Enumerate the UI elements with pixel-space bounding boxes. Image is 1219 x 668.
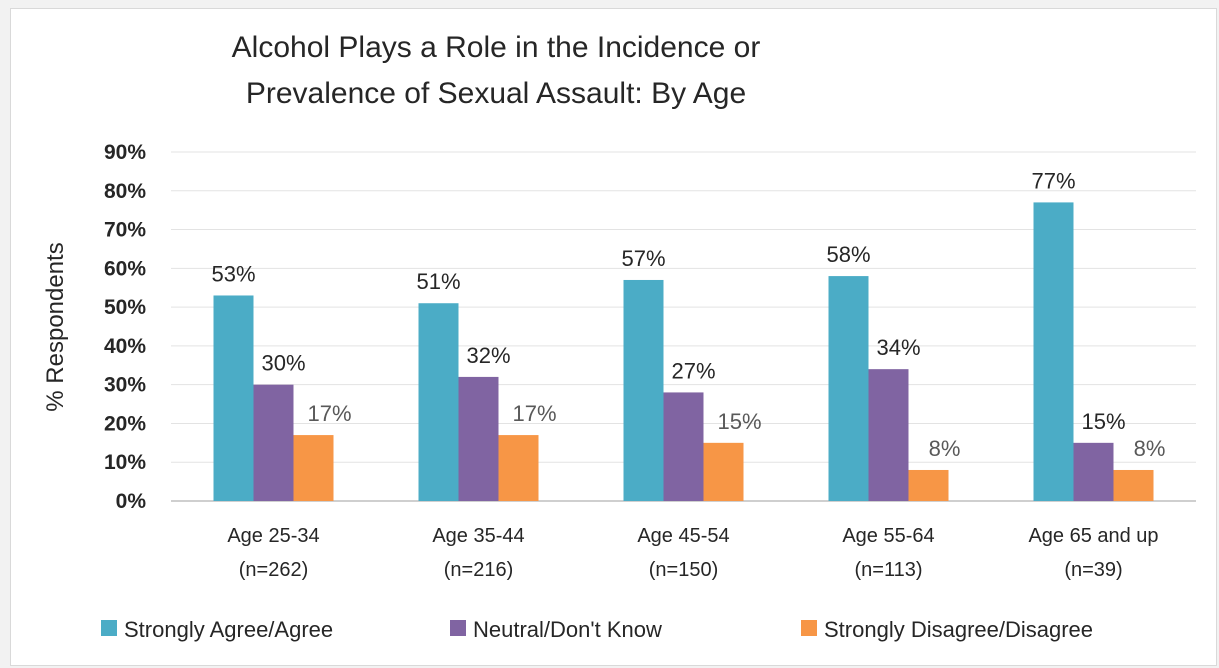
data-label: 8% — [1134, 436, 1166, 461]
y-axis-label: % Respondents — [42, 242, 69, 411]
y-tick-label: 20% — [104, 412, 146, 435]
y-tick-label: 60% — [104, 257, 146, 280]
legend-label: Neutral/Don't Know — [473, 617, 662, 642]
bars — [213, 202, 1154, 501]
bar — [908, 469, 949, 501]
legend-swatch — [101, 620, 117, 636]
x-axis-categories: Age 25-34 (n=262) Age 35-44 (n=216) Age 45-5… — [227, 525, 1158, 581]
legend-swatch — [450, 620, 466, 636]
x-category-label: (n=39) — [1064, 559, 1122, 581]
legend: Strongly Agree/Agree Neutral/Don't Know St… — [101, 617, 1093, 642]
data-label: 58% — [826, 242, 870, 267]
x-category-label: (n=216) — [444, 559, 514, 581]
data-label: 30% — [261, 351, 305, 376]
y-tick-label: 90% — [104, 141, 146, 164]
bar — [253, 384, 294, 501]
data-label: 27% — [671, 358, 715, 383]
legend-label: Strongly Disagree/Disagree — [824, 617, 1093, 642]
bar — [868, 369, 909, 501]
data-label: 17% — [307, 401, 351, 426]
data-label: 8% — [929, 436, 961, 461]
data-labels: 53%30%17%51%32%17%57%27%15%58%34%8%77%15… — [211, 168, 1165, 461]
data-label: 77% — [1031, 168, 1075, 193]
data-label: 15% — [717, 409, 761, 434]
y-tick-label: 50% — [104, 296, 146, 319]
data-label: 53% — [211, 261, 255, 286]
bar — [1033, 202, 1074, 501]
y-axis-ticks: 0% 10% 20% 30% 40% 50% 60% 70% 80% 90% — [104, 141, 146, 513]
chart-title: Alcohol Plays a Role in the Incidence or… — [232, 31, 761, 110]
data-label: 34% — [876, 335, 920, 360]
x-category-label: Age 65 and up — [1028, 525, 1158, 547]
x-category-label: (n=262) — [239, 559, 309, 581]
bar — [623, 279, 664, 501]
bar — [703, 442, 744, 501]
bar — [458, 376, 499, 501]
chart-title-line-1: Alcohol Plays a Role in the Incidence or — [232, 31, 761, 64]
bar — [828, 276, 869, 501]
data-label: 32% — [466, 343, 510, 368]
x-category-label: Age 35-44 — [432, 525, 524, 547]
y-tick-label: 40% — [104, 335, 146, 358]
chart-frame: Alcohol Plays a Role in the Incidence or… — [10, 8, 1217, 666]
y-tick-label: 70% — [104, 219, 146, 242]
bar — [1073, 442, 1114, 501]
bar — [213, 295, 254, 501]
bar — [418, 303, 459, 501]
y-tick-label: 10% — [104, 451, 146, 474]
y-tick-label: 30% — [104, 374, 146, 397]
gridlines — [171, 151, 1196, 502]
bar — [498, 435, 539, 501]
bar — [663, 392, 704, 501]
data-label: 51% — [416, 269, 460, 294]
x-category-label: Age 55-64 — [842, 525, 934, 547]
x-category-label: (n=150) — [649, 559, 719, 581]
data-label: 17% — [512, 401, 556, 426]
bar-chart: Alcohol Plays a Role in the Incidence or… — [42, 31, 1196, 642]
y-tick-label: 80% — [104, 180, 146, 203]
data-label: 57% — [621, 246, 665, 271]
x-category-label: (n=113) — [854, 559, 922, 581]
x-category-label: Age 25-34 — [227, 525, 319, 547]
data-label: 15% — [1081, 409, 1125, 434]
legend-swatch — [801, 620, 817, 636]
chart-title-line-2: Prevalence of Sexual Assault: By Age — [246, 77, 746, 110]
x-category-label: Age 45-54 — [637, 525, 729, 547]
bar — [293, 435, 334, 501]
legend-label: Strongly Agree/Agree — [124, 617, 333, 642]
y-tick-label: 0% — [116, 490, 147, 513]
bar — [1113, 469, 1154, 501]
